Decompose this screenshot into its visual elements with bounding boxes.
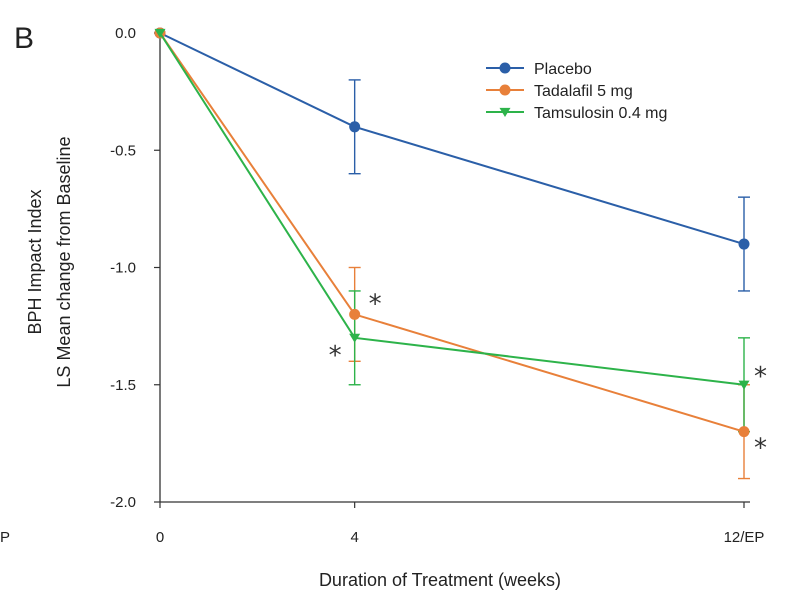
series-line xyxy=(159,32,745,433)
data-point xyxy=(738,426,750,438)
y-tick-label: -1.0 xyxy=(110,260,136,277)
x-axis-title: Duration of Treatment (weeks) xyxy=(319,570,561,590)
cropped-tick-fragment: P xyxy=(0,529,10,546)
y-axis-title-line-1: BPH Impact Index xyxy=(25,189,45,334)
x-tick-label: 12/EP xyxy=(724,529,765,546)
axes: 0.0 -0.5 -1.0 -1.5 -2.0 0 4 12/EP xyxy=(110,25,764,546)
y-tick-label: -2.0 xyxy=(110,494,136,511)
x-tick-label: 4 xyxy=(350,529,358,546)
significance-asterisk: * xyxy=(754,434,767,464)
series-layer: * * * * xyxy=(154,27,767,480)
series-line xyxy=(159,32,745,386)
legend-swatch-marker xyxy=(499,107,511,117)
data-point xyxy=(738,380,750,390)
y-axis-title-line-2: LS Mean change from Baseline xyxy=(54,136,74,387)
legend-label: Tadalafil 5 mg xyxy=(534,83,633,100)
y-tick-label: -1.5 xyxy=(110,377,136,394)
legend-label: Tamsulosin 0.4 mg xyxy=(534,105,667,122)
data-point xyxy=(738,238,750,250)
data-point xyxy=(154,28,166,38)
significance-asterisk: * xyxy=(754,362,767,392)
series-2 xyxy=(154,28,750,390)
data-point xyxy=(349,333,361,343)
y-axis-title: BPH Impact Index LS Mean change from Bas… xyxy=(25,136,74,387)
series-line xyxy=(159,32,745,246)
legend-swatch-marker xyxy=(499,84,511,96)
legend-label: Placebo xyxy=(534,61,592,78)
series-0 xyxy=(154,27,750,250)
data-point xyxy=(349,308,361,320)
legend: Placebo Tadalafil 5 mg Tamsulosin 0.4 mg xyxy=(486,61,667,122)
x-tick-label: 0 xyxy=(156,529,164,546)
legend-swatch-marker xyxy=(499,62,511,74)
significance-asterisk: * xyxy=(369,289,382,319)
significance-asterisk: * xyxy=(329,341,342,371)
panel-label: B xyxy=(14,22,34,55)
data-point xyxy=(349,121,361,133)
series-1 xyxy=(154,27,750,438)
legend-item: Tadalafil 5 mg xyxy=(486,83,633,100)
y-tick-label: -0.5 xyxy=(110,142,136,159)
y-tick-label: 0.0 xyxy=(115,25,136,42)
legend-item: Placebo xyxy=(486,61,592,78)
legend-item: Tamsulosin 0.4 mg xyxy=(486,105,667,122)
